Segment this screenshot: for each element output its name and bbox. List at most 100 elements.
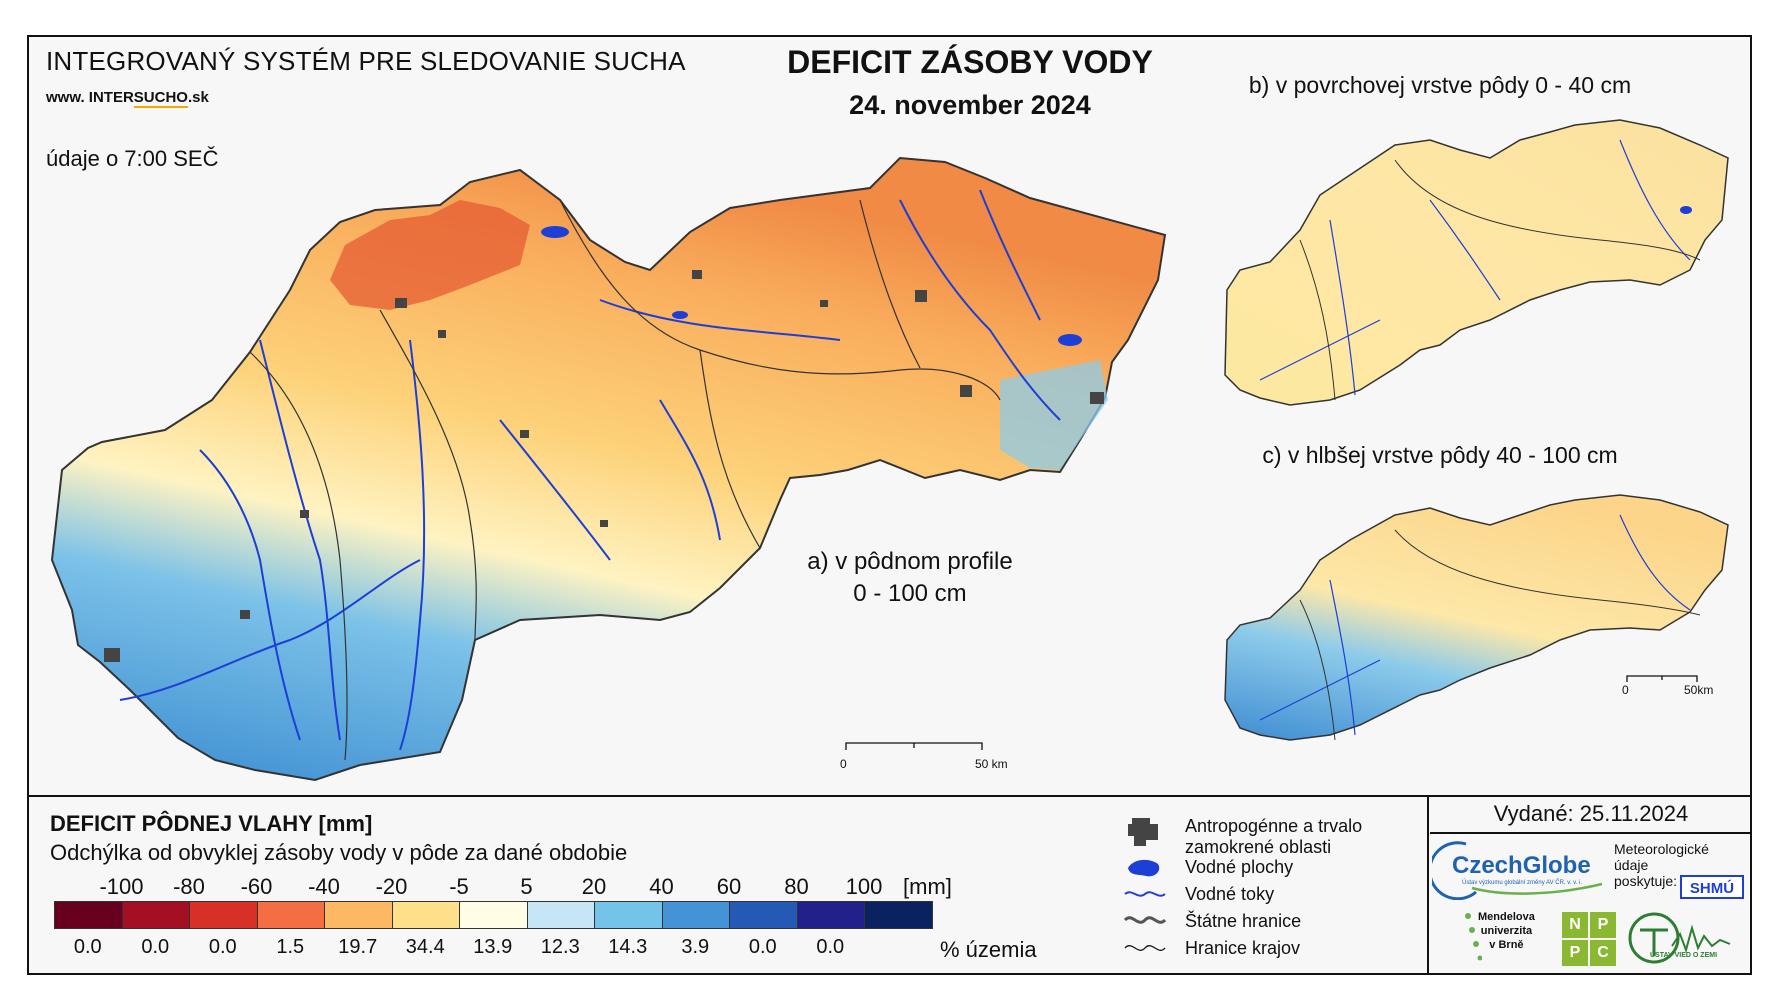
state-border-icon	[1123, 916, 1167, 924]
legend-percent-value: 0.0	[208, 936, 237, 958]
legend-bin	[594, 901, 663, 929]
legend-break-label: 80	[784, 874, 809, 899]
main-scale-end: 50 km	[975, 757, 1008, 771]
inset-scale-bar	[1626, 675, 1698, 682]
legend-bin	[729, 901, 798, 929]
inset-c-rivers	[1259, 514, 1691, 736]
website-prefix: www. INTER	[46, 89, 134, 106]
map-date: 24. november 2024	[849, 90, 1091, 120]
main-map-red-patch	[330, 200, 530, 310]
legend-percent-value: 0.0	[816, 936, 845, 958]
legend-break-label: 60	[716, 874, 742, 899]
legend-percent-value: 0.0	[141, 936, 170, 958]
inset-map-c	[1224, 494, 1729, 741]
legend-percent-value: 3.9	[681, 936, 710, 958]
region-border-icon	[1124, 945, 1166, 951]
inset-b-label: b) v povrchovej vrstve pôdy 0 - 40 cm	[1248, 72, 1632, 98]
legend-state-border: Štátne hranice	[1185, 911, 1302, 931]
main-map-label-2: 0 - 100 cm	[853, 580, 967, 607]
main-map-water-bodies	[541, 226, 1082, 346]
river-icon	[1124, 891, 1166, 897]
legend-percent-value: 1.5	[276, 936, 305, 958]
inset-c-region-borders	[1299, 529, 1701, 741]
legend-urban-line1: Antropogénne a trvalo	[1185, 816, 1363, 836]
main-map-rivers	[119, 189, 1061, 751]
data-time: údaje o 7:00 SEČ	[46, 146, 219, 171]
inset-c-label: c) v hlbšej vrstve pôdy 40 - 100 cm	[1262, 442, 1618, 468]
mendelu-line1: Mendelova	[1478, 911, 1535, 923]
legend-break-label: -100	[99, 874, 144, 899]
maps-svg	[50, 119, 1729, 782]
shmu-logo: SHMÚ	[1680, 875, 1744, 899]
legend-percent-value: 19.7	[338, 936, 378, 958]
legend-percent-value: 12.3	[540, 936, 580, 958]
mendelu-logo: Mendelova univerzita v Brně	[1478, 910, 1535, 952]
legend-bin	[459, 901, 528, 929]
nppc-letter-1: N	[1562, 912, 1588, 938]
inset-map-b	[1224, 119, 1729, 406]
legend-percent-value: 0.0	[73, 936, 102, 958]
nppc-logo: N P P C	[1562, 912, 1616, 966]
legend-bin	[54, 901, 123, 929]
legend-urban: Antropogénne a trvalo zamokrené oblasti	[1185, 816, 1362, 858]
urban-area-icon	[1128, 818, 1158, 846]
legend-separator	[27, 795, 1752, 797]
meteo-provider: Meteorologické údaje poskytuje:	[1610, 841, 1709, 889]
footer-separator	[1427, 795, 1429, 975]
map-title: DEFICIT ZÁSOBY VODY	[787, 44, 1153, 80]
legend-bin	[391, 901, 460, 929]
main-map-territory	[50, 156, 1167, 782]
main-scale-zero: 0	[840, 757, 847, 771]
legend-break-label: 40	[649, 874, 674, 899]
legend-title: DEFICIT PÔDNEJ VLAHY [mm]	[50, 811, 373, 836]
main-scale-bar	[845, 742, 983, 750]
legend-bin	[526, 901, 595, 929]
legend-bin	[661, 901, 730, 929]
legend-percent-value: 34.4	[405, 936, 445, 958]
main-map-region-borders	[249, 199, 1001, 761]
legend-unit: [mm]	[903, 874, 952, 899]
legend-bin	[864, 901, 933, 929]
legend-bin	[121, 901, 190, 929]
legend-break-label: 20	[581, 874, 607, 899]
meteo-line1: Meteorologické	[1614, 841, 1709, 857]
inset-scale-zero: 0	[1622, 683, 1629, 697]
legend-break-label: -20	[375, 874, 408, 899]
website[interactable]: www. INTERSUCHO.sk	[46, 89, 209, 108]
legend-break-label: 5	[520, 874, 533, 899]
meteo-line2: údaje	[1614, 857, 1649, 873]
main-map-urban-areas	[104, 270, 1104, 662]
inset-b-territory	[1224, 119, 1729, 406]
legend-urban-line2: zamokrené oblasti	[1185, 837, 1332, 857]
nppc-letter-2: P	[1590, 912, 1616, 938]
legend-break-label: -5	[449, 874, 469, 899]
legend-percent-value: 0.0	[748, 936, 777, 958]
website-suffix: .sk	[187, 89, 209, 106]
czechglobe-subtitle: Ústav výzkumu globální změny AV ČR, v. v…	[1462, 880, 1583, 886]
main-map-label-1: a) v pôdnom profile	[807, 548, 1013, 575]
inset-b-water	[1680, 206, 1692, 214]
website-brand: SUCHO	[133, 89, 188, 108]
main-map	[50, 156, 1167, 782]
legend-break-label: -80	[173, 874, 205, 899]
meteo-line3: poskytuje:	[1614, 873, 1678, 889]
legend-percent-value: 14.3	[608, 936, 648, 958]
ustav-vied-o-zemi-logo	[1628, 912, 1731, 964]
water-body-icon	[1128, 859, 1160, 877]
mendelu-line3: v Brně	[1489, 939, 1524, 951]
inset-b-region-borders	[1299, 159, 1701, 401]
legend-bin	[189, 901, 258, 929]
mendelu-dots	[1465, 913, 1482, 961]
legend-bin	[324, 901, 393, 929]
inset-b-rivers	[1259, 139, 1691, 396]
legend-region-border: Hranice krajov	[1185, 938, 1301, 958]
legend-percent-label: % územia	[940, 937, 1037, 962]
legend-bin	[256, 901, 325, 929]
legend-bin	[796, 901, 865, 929]
inset-c-territory	[1224, 494, 1729, 741]
legend-percent-value: 13.9	[473, 936, 513, 958]
legend-rivers: Vodné toky	[1185, 884, 1275, 904]
legend-break-label: -60	[240, 874, 273, 899]
czechglobe-text: CzechGlobe	[1452, 852, 1591, 879]
nppc-letter-3: P	[1562, 940, 1588, 966]
